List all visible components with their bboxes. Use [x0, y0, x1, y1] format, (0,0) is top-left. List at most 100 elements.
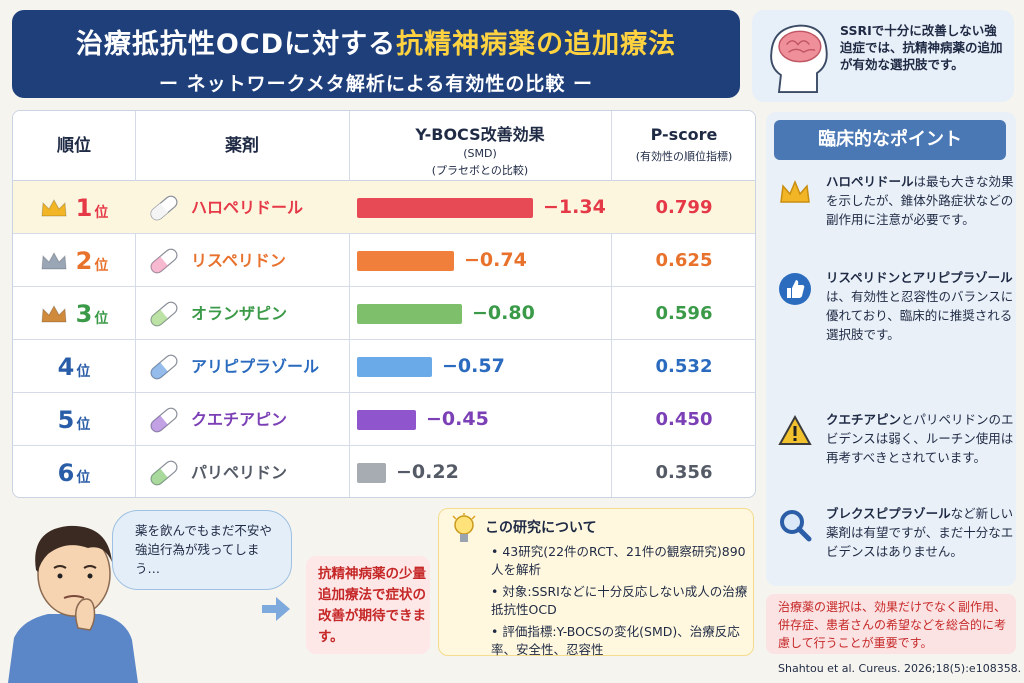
clinical-points-panel: 臨床的なポイント ハロペリドールは最も大きな効果を示したが、錐体外路症状などの副…	[766, 112, 1016, 586]
drug-name: ハロペリドール	[191, 198, 304, 217]
magnifier-icon	[780, 510, 812, 542]
point-body: は最も大きな効果を示したが、錐体外路症状などの副作用に注意が必要です。	[826, 174, 1014, 227]
study-list-item: 対象:SSRIなどに十分反応しない成人の治療抵抗性OCD	[491, 583, 753, 619]
citation: Shahtou et al. Cureus. 2026;18(5):e10835…	[778, 662, 1022, 675]
crown-icon	[780, 180, 810, 203]
arrow-right-icon	[262, 597, 290, 621]
point-bold: リスペリドンとアリピプラゾール	[826, 270, 1013, 285]
page-subtitle: ー ネットワークメタ解析による有効性の比較 ー	[159, 73, 593, 95]
worried-patient-illustration	[8, 525, 138, 683]
pill-icon	[150, 248, 178, 274]
header-pscore: P-score (有効性の順位指標)	[611, 111, 755, 181]
table-row: 3 位 オランザピン −0.80 0.596	[13, 287, 755, 340]
thumbs-up-icon	[779, 273, 811, 305]
pscore-value: 0.450	[655, 409, 713, 430]
pscore-value: 0.532	[655, 356, 713, 377]
rank-number: 6	[57, 458, 75, 487]
table-row: 2 位 リスペリドン −0.74 0.625	[13, 234, 755, 287]
ranking-table: 順位 薬剤 Y-BOCS改善効果 (SMD) (プラセボとの比較) P-scor…	[12, 110, 756, 498]
header-rank: 順位	[57, 136, 91, 156]
drug-name: リスペリドン	[191, 251, 286, 270]
point-text: ハロペリドールは最も大きな効果を示したが、錐体外路症状などの副作用に注意が必要で…	[826, 172, 1016, 229]
point-text: クエチアピンとパリペリドンのエビデンスは弱く、ルーチン使用は再考すべきとされてい…	[826, 410, 1016, 467]
point-bold: クエチアピン	[826, 412, 902, 427]
pscore-value: 0.596	[655, 303, 713, 324]
point-body: とパリペリドンのエビデンスは弱く、ルーチン使用は再考すべきとされています。	[826, 412, 1014, 465]
study-list: 43研究(22件のRCT、21件の観察研究)890人を解析 対象:SSRIなどに…	[491, 543, 753, 663]
drug-name: アリピプラゾール	[191, 357, 320, 376]
effect-value: −0.45	[426, 408, 489, 430]
bottom-note: 治療薬の選択は、効果だけでなく副作用、併存症、患者さんの希望などを総合的に考慮し…	[766, 594, 1016, 654]
study-list-item: 評価指標:Y-BOCSの変化(SMD)、治療反応率、安全性、忍容性	[491, 623, 753, 659]
treatment-box: 抗精神病薬の少量追加療法で症状の改善が期待できます。	[306, 556, 430, 654]
pill-icon	[150, 460, 178, 486]
page-title: 治療抵抗性OCDに対する抗精神病薬の追加療法	[12, 22, 740, 61]
head-brain-icon	[770, 24, 828, 94]
point-item: リスペリドンとアリピプラゾールは、有効性と忍容性のバランスに優れており、臨床的に…	[774, 268, 1014, 388]
crown-icon	[41, 251, 67, 269]
point-item: ブレクスピプラゾールなど新しい薬剤は有望ですが、まだ十分なエビデンスはありません…	[774, 504, 1014, 584]
tip-box: SSRIで十分に改善しない強迫症では、抗精神病薬の追加が有効な選択肢です。	[752, 10, 1014, 102]
pscore-value: 0.799	[655, 197, 713, 218]
column-divider	[349, 111, 350, 497]
rank-unit: 位	[76, 416, 91, 433]
lightbulb-icon	[452, 513, 476, 542]
effect-value: −0.80	[472, 302, 535, 324]
header-pscore-main: P-score	[650, 125, 718, 144]
header-pscore-sub: (有効性の順位指標)	[635, 150, 733, 163]
effect-value: −0.22	[396, 461, 459, 483]
column-divider	[135, 111, 136, 497]
crown-icon	[41, 198, 67, 216]
rank-unit: 位	[94, 257, 109, 274]
rank-unit: 位	[94, 204, 109, 221]
pill-icon	[150, 195, 178, 221]
points-title: 臨床的なポイント	[774, 120, 1006, 160]
effect-bar	[357, 463, 386, 483]
pscore-value: 0.356	[655, 462, 713, 483]
effect-bar	[357, 198, 533, 218]
pill-icon	[150, 301, 178, 327]
study-list-item: 43研究(22件のRCT、21件の観察研究)890人を解析	[491, 543, 753, 579]
effect-value: −1.34	[543, 196, 606, 218]
rank-unit: 位	[76, 363, 91, 380]
point-bold: ブレクスピプラゾール	[826, 506, 951, 521]
column-divider	[611, 111, 612, 497]
drug-name: パリペリドン	[191, 463, 288, 482]
effect-bar	[357, 357, 432, 377]
point-bold: ハロペリドール	[826, 174, 914, 189]
study-info-box: この研究について 43研究(22件のRCT、21件の観察研究)890人を解析 対…	[438, 508, 754, 657]
drug-name: オランザピン	[191, 304, 288, 323]
pill-icon	[150, 407, 178, 433]
warning-icon	[778, 414, 812, 445]
title-part1: 治療抵抗性OCDに対する	[75, 29, 397, 60]
effect-bar	[357, 251, 454, 271]
tip-text: SSRIで十分に改善しない強迫症では、抗精神病薬の追加が有効な選択肢です。	[840, 23, 1003, 72]
effect-value: −0.74	[464, 249, 527, 271]
pscore-value: 0.625	[655, 250, 713, 271]
study-title: この研究について	[485, 520, 597, 536]
header-effect-sub1: (SMD)	[463, 147, 497, 160]
point-item: クエチアピンとパリペリドンのエビデンスは弱く、ルーチン使用は再考すべきとされてい…	[774, 410, 1014, 490]
rank-number: 4	[57, 352, 75, 381]
rank-number: 3	[75, 299, 93, 328]
drug-name: クエチアピン	[191, 410, 288, 429]
header-effect-sub2: (プラセボとの比較)	[431, 164, 529, 177]
header-banner: 治療抵抗性OCDに対する抗精神病薬の追加療法 ー ネットワークメタ解析による有効…	[12, 10, 740, 98]
table-header: 順位 薬剤 Y-BOCS改善効果 (SMD) (プラセボとの比較) P-scor…	[13, 111, 755, 181]
effect-bar	[357, 410, 416, 430]
point-body: など新しい薬剤は有望ですが、まだ十分なエビデンスはありません。	[826, 506, 1014, 559]
rank-unit: 位	[94, 310, 109, 327]
rank-number: 1	[75, 193, 93, 222]
rank-unit: 位	[76, 469, 91, 486]
point-body: は、有効性と忍容性のバランスに優れており、臨床的に推奨される選択肢です。	[826, 289, 1014, 342]
header-effect: Y-BOCS改善効果 (SMD) (プラセボとの比較)	[349, 111, 611, 181]
pill-icon	[150, 354, 178, 380]
point-item: ハロペリドールは最も大きな効果を示したが、錐体外路症状などの副作用に注意が必要で…	[774, 172, 1014, 252]
table-row: 1 位 ハロペリドール −1.34 0.799	[13, 181, 755, 234]
table-row: 4 位 アリピプラゾール −0.57 0.532	[13, 340, 755, 393]
